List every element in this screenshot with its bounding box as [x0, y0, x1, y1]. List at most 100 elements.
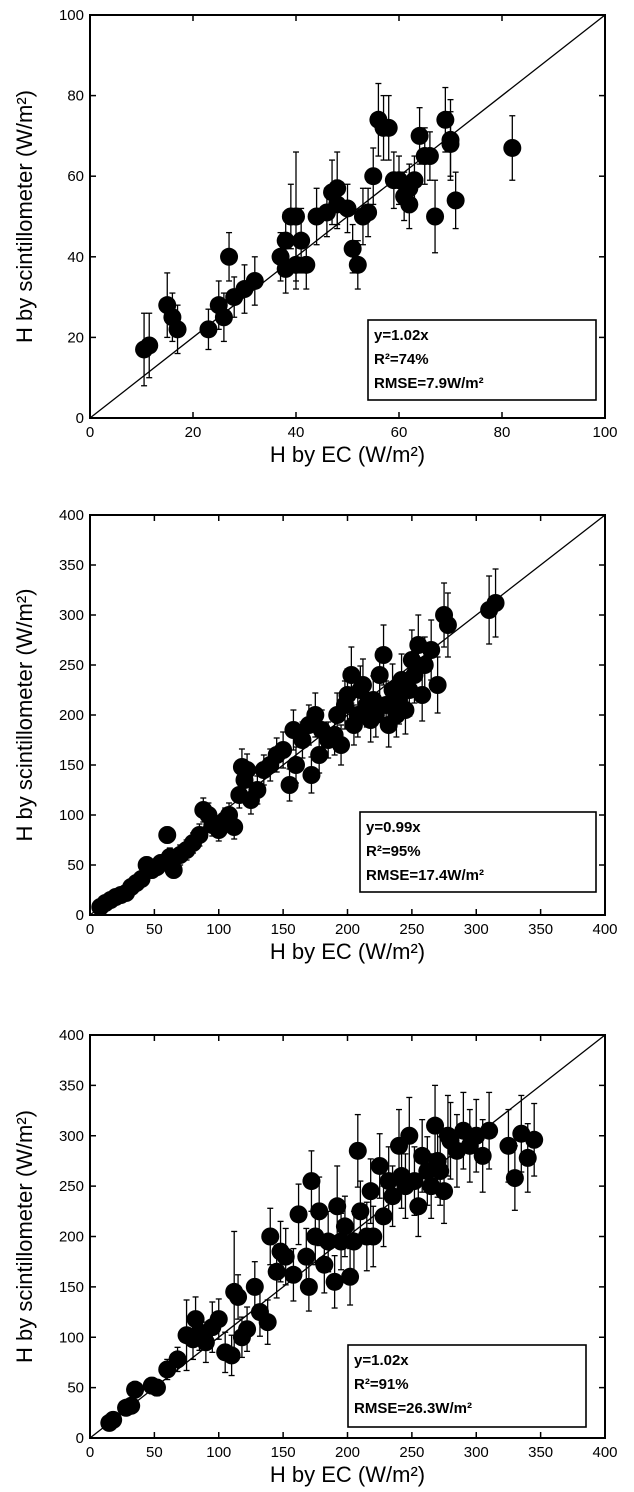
- data-point: [214, 308, 233, 327]
- x-tick-label: 150: [271, 1444, 296, 1461]
- stats-line: R²=91%: [354, 1376, 409, 1393]
- data-point: [190, 826, 209, 844]
- data-point: [364, 167, 383, 186]
- y-tick-label: 300: [59, 1128, 84, 1145]
- data-point: [410, 126, 429, 145]
- data-point: [409, 1197, 428, 1216]
- x-tick-label: 350: [528, 921, 553, 938]
- y-tick-label: 250: [59, 1178, 84, 1195]
- x-tick-label: 350: [528, 1444, 553, 1461]
- data-point: [147, 1378, 166, 1397]
- stats-line: y=1.02x: [374, 327, 429, 344]
- y-tick-label: 400: [59, 1027, 84, 1044]
- x-tick-label: 100: [206, 1444, 231, 1461]
- scatter-panel-3: 0 50 100 150 200 250 300 350 400 0 50 100 150 200 250 3…: [12, 1027, 618, 1487]
- data-point: [525, 1130, 544, 1149]
- data-point: [229, 1287, 248, 1306]
- data-point: [379, 118, 398, 137]
- y-tick-label: 0: [76, 410, 84, 427]
- x-tick-label: 200: [335, 921, 360, 938]
- y-tick-label: 200: [59, 707, 84, 724]
- y-tick-label: 400: [59, 507, 84, 524]
- data-point: [325, 1272, 344, 1291]
- y-tick-label: 60: [67, 168, 84, 185]
- x-tick-label: 150: [271, 921, 296, 938]
- stats-line: y=1.02x: [354, 1352, 409, 1369]
- x-tick-label: 40: [288, 424, 305, 441]
- data-point: [238, 761, 257, 779]
- x-tick-label: 20: [185, 424, 202, 441]
- x-tick-label: 400: [592, 921, 617, 938]
- data-point: [383, 1187, 402, 1206]
- data-point: [431, 1162, 450, 1181]
- data-point: [287, 756, 305, 774]
- data-point: [415, 656, 434, 674]
- data-point: [374, 1207, 393, 1226]
- data-point: [276, 231, 295, 250]
- data-point: [441, 130, 460, 149]
- y-tick-label: 250: [59, 657, 84, 674]
- data-point: [374, 646, 393, 664]
- data-point: [299, 1277, 318, 1296]
- data-point: [168, 1350, 187, 1369]
- data-point: [436, 110, 455, 129]
- y-axis-label: H by scintillometer (W/m²): [12, 90, 37, 343]
- data-point: [209, 1310, 228, 1329]
- data-point: [310, 1202, 329, 1221]
- data-point: [199, 320, 218, 339]
- x-tick-label: 60: [391, 424, 408, 441]
- data-point: [413, 1146, 432, 1165]
- data-point: [126, 1380, 145, 1399]
- data-point: [473, 1146, 492, 1165]
- data-point: [104, 1410, 123, 1429]
- data-point: [335, 1217, 354, 1236]
- data-point: [140, 336, 159, 355]
- scatter-panel-2: 0 50 100 150 200 250 300 350 400 0 50 100 150 200 250 3…: [12, 507, 618, 964]
- data-point: [361, 1182, 380, 1201]
- data-point: [284, 1265, 303, 1284]
- data-point: [446, 191, 465, 210]
- x-axis-label: H by EC (W/m²): [270, 442, 425, 467]
- x-tick-label: 0: [86, 921, 94, 938]
- x-tick-label: 50: [146, 1444, 163, 1461]
- x-tick-label: 100: [206, 921, 231, 938]
- data-point: [276, 1247, 295, 1266]
- data-point: [400, 1126, 419, 1145]
- data-point: [238, 1320, 257, 1339]
- x-tick-label: 80: [494, 424, 511, 441]
- plot-frame: [89, 14, 606, 419]
- data-point: [359, 203, 378, 222]
- data-point: [245, 1277, 264, 1296]
- data-point: [428, 676, 447, 694]
- y-tick-label: 80: [67, 88, 84, 105]
- x-tick-label: 300: [464, 921, 489, 938]
- data-point: [328, 179, 347, 198]
- data-point: [438, 616, 457, 634]
- data-point: [480, 1121, 499, 1140]
- data-point: [280, 776, 299, 794]
- y-tick-label: 350: [59, 557, 84, 574]
- data-point: [351, 1202, 370, 1221]
- x-tick-label: 250: [399, 1444, 424, 1461]
- y-tick-label: 100: [59, 7, 84, 24]
- data-point: [310, 746, 329, 764]
- y-tick-label: 350: [59, 1077, 84, 1094]
- data-point: [274, 741, 293, 759]
- y-tick-label: 50: [67, 857, 84, 874]
- data-point: [245, 271, 264, 290]
- stats-line: R²=74%: [374, 351, 429, 368]
- x-tick-label: 400: [592, 1444, 617, 1461]
- data-point: [220, 247, 239, 266]
- y-tick-label: 300: [59, 607, 84, 624]
- data-point: [319, 1232, 338, 1251]
- y-axis-label: H by scintillometer (W/m²): [12, 588, 37, 841]
- data-point: [505, 1169, 524, 1188]
- data-point: [302, 1172, 321, 1191]
- data-point: [258, 1313, 277, 1332]
- data-point: [422, 641, 441, 659]
- y-tick-label: 40: [67, 249, 84, 266]
- stats-line: RMSE=26.3W/m²: [354, 1400, 472, 1417]
- y-tick-label: 150: [59, 1279, 84, 1296]
- y-tick-label: 200: [59, 1229, 84, 1246]
- data-point: [122, 1396, 141, 1415]
